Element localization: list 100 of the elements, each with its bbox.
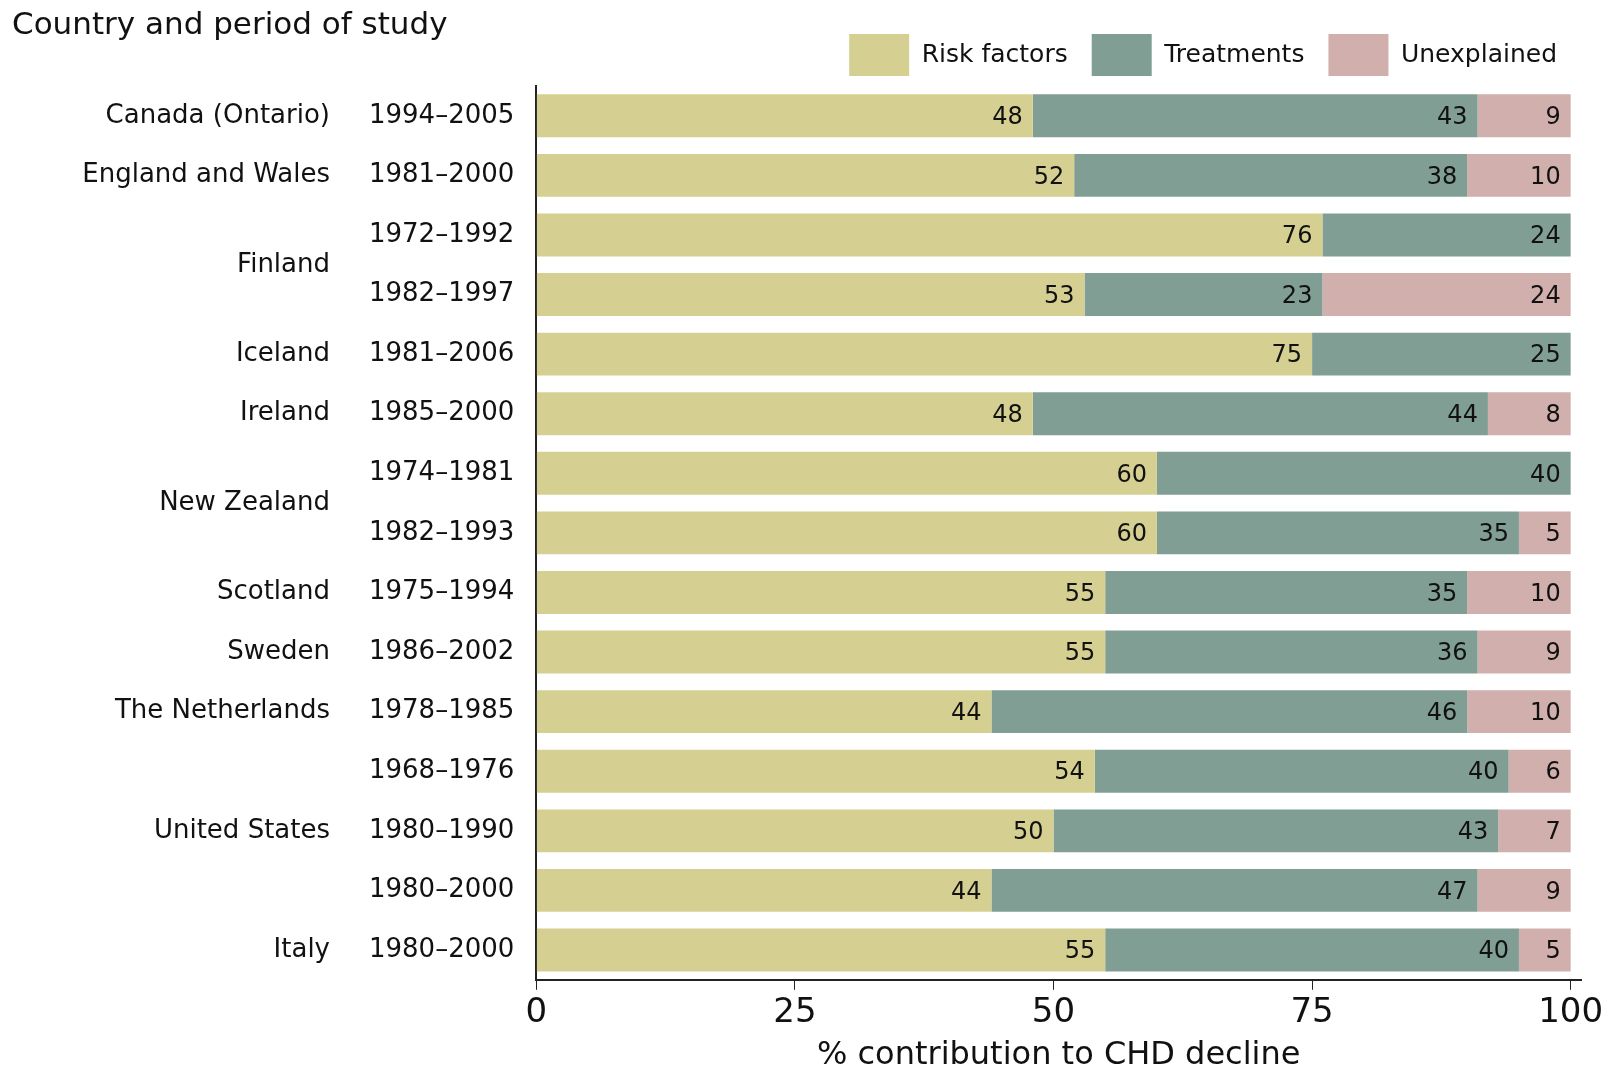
data-label: 9: [1545, 638, 1561, 667]
data-label: 44: [950, 876, 982, 905]
y-axis-title: Country and period of study: [12, 4, 448, 41]
data-label: 43: [1437, 102, 1468, 131]
bar: [536, 868, 992, 912]
x-axis-title: % contribution to CHD decline: [816, 1034, 1301, 1073]
y-tick-label: 1980–2000: [368, 873, 515, 904]
data-label: 5: [1545, 936, 1561, 965]
y-tick-label: 1986–2002: [368, 634, 515, 665]
y-tick-label: 1968–1976: [368, 754, 515, 784]
x-tick-label: 0: [525, 990, 548, 1031]
data-label: 24: [1530, 280, 1561, 309]
bar: [1156, 511, 1519, 555]
bar: [1105, 630, 1478, 674]
y-tick-label: 1980–2000: [368, 932, 515, 963]
y-tick-label: 1974–1981: [368, 456, 515, 487]
data-label: 25: [1530, 340, 1561, 369]
bar: [1467, 690, 1571, 734]
y-tick-label: 1982–1997: [368, 277, 515, 308]
y-tick-label: 1981–2000: [368, 158, 515, 189]
bar: [1105, 571, 1468, 614]
bar: [536, 571, 1106, 614]
y-tick-label: 1978–1985: [368, 694, 515, 725]
bar: [1467, 153, 1571, 197]
legend-label: Unexplained: [1400, 38, 1558, 68]
data-label: 48: [992, 399, 1023, 428]
bar: [1508, 749, 1571, 793]
data-label: 40: [1530, 459, 1561, 488]
data-label: 36: [1437, 638, 1468, 667]
data-label: 10: [1530, 578, 1561, 607]
bar: [1053, 809, 1499, 853]
bar: [1477, 868, 1571, 912]
bar: [536, 153, 1075, 197]
data-label: 10: [1530, 697, 1561, 726]
bar: [1032, 392, 1488, 436]
y-tick-label: 1982–1993: [368, 515, 515, 546]
data-label: 23: [1281, 280, 1313, 309]
bar: [1518, 511, 1571, 555]
data-label: 35: [1478, 519, 1509, 548]
data-label: 44: [950, 697, 982, 726]
data-label: 60: [1116, 459, 1147, 488]
data-label: 35: [1426, 578, 1458, 607]
bar: [536, 809, 1054, 853]
bar: [1477, 630, 1571, 674]
bar: [1518, 928, 1571, 972]
bar: [1156, 451, 1571, 495]
data-label: 75: [1271, 340, 1303, 369]
data-label: 10: [1530, 161, 1561, 190]
bar: [536, 511, 1157, 555]
bar: [1312, 332, 1571, 376]
bar: [1105, 928, 1519, 972]
text: Canada (Ontario): [105, 98, 330, 129]
data-label: 55: [1064, 936, 1096, 965]
data-label: 54: [1054, 757, 1085, 786]
text: The Netherlands: [113, 694, 330, 725]
data-label: 38: [1426, 161, 1458, 190]
bar: [536, 630, 1106, 674]
bar: [1074, 153, 1468, 197]
bar: [536, 690, 992, 734]
data-label: 52: [1033, 161, 1065, 190]
data-label: 44: [1447, 399, 1478, 428]
legend-label: Treatments: [1163, 38, 1305, 68]
text: Ireland: [240, 396, 330, 427]
bar: [1477, 94, 1571, 138]
bar: [536, 94, 1033, 138]
data-label: 50: [1012, 817, 1044, 846]
data-label: 9: [1545, 876, 1561, 905]
bar: [1467, 571, 1571, 614]
bar: [1487, 392, 1571, 436]
data-label: 47: [1437, 876, 1468, 905]
text: New Zealand: [159, 485, 330, 516]
y-tick-label: 1972–1992: [368, 217, 515, 248]
bar: [1084, 273, 1323, 317]
text: Scotland: [216, 575, 330, 606]
bar: [536, 451, 1157, 495]
x-tick-label: 25: [773, 990, 817, 1031]
data-label: 7: [1545, 817, 1561, 846]
text: Sweden: [227, 634, 330, 665]
data-label: 53: [1043, 280, 1075, 309]
data-label: 40: [1478, 936, 1509, 965]
data-label: 9: [1545, 102, 1561, 131]
data-label: 6: [1545, 757, 1561, 786]
text: England and Wales: [82, 158, 330, 189]
bar: [536, 332, 1313, 376]
legend-label: Risk factors: [921, 38, 1068, 68]
data-label: 40: [1468, 757, 1499, 786]
bar: [536, 749, 1095, 793]
text: Iceland: [235, 336, 330, 367]
bar: [1032, 94, 1478, 138]
data-label: 46: [1426, 697, 1458, 726]
data-label: 60: [1116, 519, 1147, 548]
x-tick-label: 75: [1290, 990, 1334, 1031]
data-label: 55: [1064, 578, 1096, 607]
x-tick-label: 100: [1538, 990, 1604, 1031]
y-tick-label: 1985–2000: [368, 396, 515, 427]
data-label: 8: [1545, 399, 1561, 428]
bar: [991, 868, 1478, 912]
text: Finland: [237, 247, 330, 278]
bar: [1322, 213, 1571, 257]
bar: [536, 273, 1085, 317]
